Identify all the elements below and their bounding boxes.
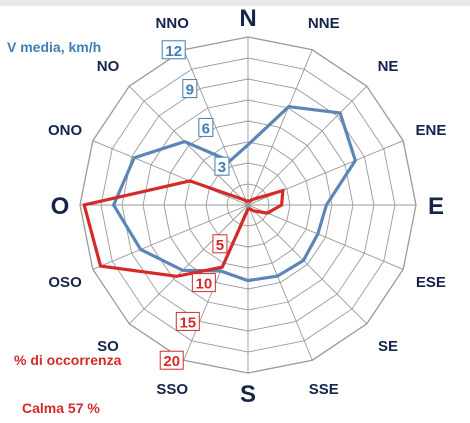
occurrence-tick-box-3 (175, 311, 200, 331)
grid-spoke-ono (92, 140, 249, 206)
direction-label-nno: NNO (156, 15, 190, 32)
speed-tick-box-1 (214, 156, 230, 176)
grid-spoke-so (128, 204, 249, 325)
speed-tick-label-4: 12 (165, 43, 182, 60)
speed-tick-label-1: 3 (218, 159, 226, 176)
direction-label-ne: NE (378, 58, 399, 75)
grid-spoke-oso (92, 204, 249, 270)
speed-tick-label-3: 9 (186, 82, 194, 99)
direction-label-n: N (239, 5, 256, 32)
occurrence-tick-label-2: 10 (196, 276, 213, 293)
direction-label-s: S (240, 381, 256, 408)
direction-label-sse: SSE (309, 381, 339, 398)
direction-label-sso: SSO (156, 381, 188, 398)
grid-spoke-sse (247, 204, 313, 361)
direction-label-nne: NNE (308, 15, 340, 32)
direction-label-ono: ONO (48, 122, 83, 139)
speed-tick-box-2 (198, 117, 214, 137)
tick-labels: 3 6 9 12 5 10 15 20 (159, 40, 230, 370)
occurrence-tick-box-4 (159, 350, 184, 370)
occurrence-tick-box-1 (212, 234, 228, 254)
occurrence-tick-label-1: 5 (216, 237, 224, 254)
speed-series-line (111, 105, 358, 283)
occurrence-legend-label: % di occorrenza (14, 352, 122, 368)
occurrence-tick-label-3: 15 (179, 314, 196, 331)
direction-label-ese: ESE (416, 274, 446, 291)
direction-label-o: O (51, 193, 70, 220)
grid-spoke-nne (247, 49, 313, 206)
speed-series-layer (111, 105, 358, 283)
grid-spoke-no (128, 85, 249, 206)
speed-legend-label: V media, km/h (7, 39, 101, 55)
grid-spoke-nno (183, 49, 249, 206)
grid-spoke-ese (247, 204, 404, 270)
occurrence-series-line (82, 179, 285, 278)
speed-tick-label-2: 6 (202, 120, 210, 137)
direction-label-so: SO (97, 338, 119, 355)
speed-tick-box-4 (161, 40, 186, 60)
occurrence-tick-box-2 (191, 273, 216, 293)
occurrence-tick-label-4: 20 (163, 353, 180, 370)
grid-spoke-se (247, 204, 368, 325)
calm-label: Calma 57 % (22, 400, 100, 416)
radar-grid (79, 36, 417, 374)
direction-label-no: NO (97, 58, 120, 75)
direction-label-e: E (428, 193, 444, 220)
top-strip (0, 0, 470, 6)
grid-spoke-ne (247, 85, 368, 206)
direction-label-oso: OSO (48, 274, 82, 291)
occurrence-series-layer (82, 179, 285, 278)
direction-label-ene: ENE (416, 122, 447, 139)
direction-labels: N NNE NE ENE E ESE SE SSE S SSO SO OSO O ONO NO NNO (48, 5, 446, 408)
speed-tick-box-3 (182, 79, 198, 99)
direction-label-se: SE (378, 338, 398, 355)
